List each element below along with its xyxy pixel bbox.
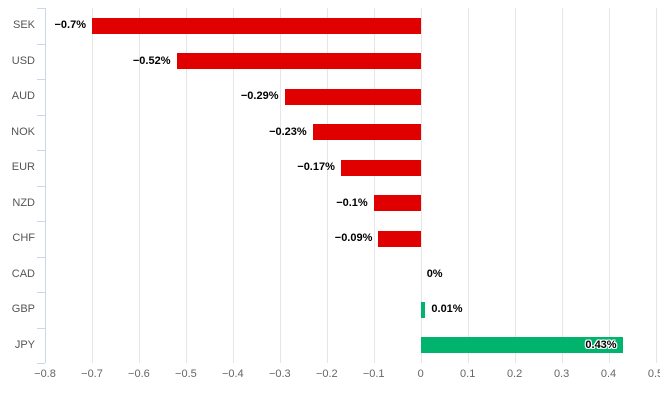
x-axis-tick-label: −0.3 bbox=[268, 368, 291, 380]
category-label-eur: EUR bbox=[11, 161, 35, 173]
bar-aud bbox=[284, 88, 421, 105]
gridline bbox=[326, 8, 328, 363]
y-axis-tick bbox=[37, 43, 45, 45]
x-axis-tick-label: −0.7 bbox=[81, 368, 103, 380]
y-axis-tick bbox=[37, 8, 45, 9]
bar-sek bbox=[92, 17, 421, 34]
bar-usd bbox=[176, 53, 421, 70]
x-axis-tick-label: 0 bbox=[417, 368, 424, 380]
gridline bbox=[655, 8, 657, 363]
bar-nok bbox=[312, 124, 421, 141]
value-label-jpy: 0.43% bbox=[585, 338, 617, 351]
value-label-cad: 0% bbox=[426, 267, 443, 280]
category-label-chf: CHF bbox=[12, 232, 35, 244]
y-axis-tick bbox=[37, 79, 45, 80]
gridline bbox=[373, 8, 375, 363]
y-axis-tick bbox=[37, 221, 45, 222]
x-axis-tick-label: −0.4 bbox=[221, 368, 244, 380]
gridline bbox=[420, 8, 422, 363]
y-axis-line bbox=[45, 8, 46, 363]
value-label-sek: −0.7% bbox=[54, 19, 87, 31]
y-axis-tick bbox=[37, 256, 45, 258]
value-label-nzd: −0.1% bbox=[336, 196, 368, 209]
category-label-nzd: NZD bbox=[12, 196, 35, 209]
bar-gbp bbox=[420, 301, 426, 318]
gridline bbox=[467, 8, 469, 363]
x-axis-tick-label: −0.5 bbox=[175, 368, 197, 380]
y-axis-tick bbox=[37, 185, 45, 187]
bar-eur bbox=[340, 159, 421, 176]
category-label-usd: USD bbox=[11, 54, 35, 67]
x-axis-tick-label: 0.5 bbox=[647, 368, 660, 380]
bar-jpy bbox=[420, 337, 623, 354]
y-axis-tick bbox=[37, 363, 45, 364]
category-label-jpy: JPY bbox=[14, 338, 35, 351]
category-label-gbp: GBP bbox=[11, 303, 35, 315]
x-axis-tick-label: 0.3 bbox=[553, 368, 570, 380]
gridline bbox=[92, 8, 93, 363]
gridline bbox=[138, 8, 140, 363]
x-axis-tick-label: 0.2 bbox=[506, 368, 523, 380]
gridline bbox=[185, 8, 187, 363]
x-axis-tick-label: 0.1 bbox=[460, 368, 476, 380]
gridline bbox=[608, 8, 610, 363]
x-axis-tick-label: 0.4 bbox=[600, 368, 617, 380]
bar-chf bbox=[378, 230, 421, 247]
bar-nzd bbox=[373, 195, 421, 212]
value-label-chf: −0.09% bbox=[334, 232, 373, 244]
x-axis-tick-label: −0.2 bbox=[315, 368, 338, 380]
gridline bbox=[514, 8, 516, 363]
category-label-aud: AUD bbox=[11, 90, 35, 102]
category-label-cad: CAD bbox=[11, 267, 35, 280]
x-axis-tick-label: −0.6 bbox=[128, 368, 150, 380]
y-axis-tick bbox=[37, 292, 45, 293]
gridline bbox=[561, 8, 563, 363]
x-axis-tick-label: −0.1 bbox=[362, 368, 385, 380]
category-label-sek: SEK bbox=[12, 19, 35, 31]
y-axis-tick bbox=[37, 327, 45, 329]
value-label-nok: −0.23% bbox=[269, 125, 307, 138]
category-label-nok: NOK bbox=[11, 125, 35, 138]
gridline bbox=[279, 8, 281, 363]
y-axis-tick bbox=[37, 114, 45, 116]
value-label-usd: −0.52% bbox=[132, 54, 171, 67]
x-axis-tick-label: −0.8 bbox=[34, 368, 56, 380]
y-axis-tick bbox=[37, 150, 45, 151]
value-label-aud: −0.29% bbox=[240, 90, 279, 102]
value-label-eur: −0.17% bbox=[297, 161, 335, 173]
value-label-gbp: 0.01% bbox=[431, 303, 463, 315]
gridline bbox=[232, 8, 234, 363]
